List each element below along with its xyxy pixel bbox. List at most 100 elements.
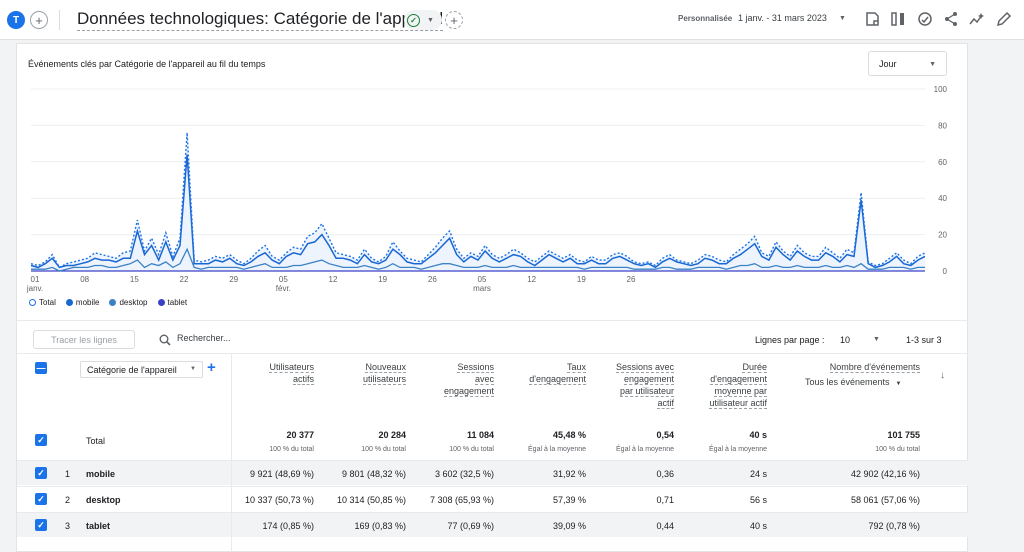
x-tick-label: 05 [478,275,487,284]
table-row[interactable]: ✓ 3 tablet 174 (0,85 %) 169 (0,83 %) 77 (0,69… [17,512,969,538]
table-cell: 9 801 (48,32 %) [341,469,406,479]
add-comparison-button[interactable]: + [30,11,48,29]
table-cell: 792 (0,78 %) [868,521,920,531]
column-divider [231,487,232,512]
table-row[interactable]: ✓ 1 mobile 9 921 (48,69 %) 9 801 (48,32 %) 3 … [17,460,969,486]
y-tick-label: 100 [934,85,948,94]
page-title[interactable]: Données technologiques: Catégorie de l'a… [77,9,444,31]
x-tick-sublabel: févr. [276,284,291,293]
check-circle-icon: ✓ [407,13,420,27]
total-value: 20 284 [378,430,406,440]
x-tick-label: 26 [627,275,636,284]
table-row[interactable]: ✓ 2 desktop 10 337 (50,73 %) 10 314 (50,85 %… [17,486,969,512]
column-header-text: utilisateur actif [709,398,767,409]
table-cell: 24 s [749,469,767,479]
column-header[interactable]: Sessions avec engagement [414,361,494,397]
add-dimension-button[interactable]: + [207,359,216,376]
insights-icon[interactable] [969,11,985,27]
column-header-text: Sessions avec [615,362,674,373]
edit-icon[interactable] [996,11,1012,27]
column-header[interactable]: Taux d'engagement [506,361,586,385]
chart-table-divider [17,320,969,321]
total-checkbox[interactable]: ✓ [35,434,47,446]
legend-item-desktop[interactable]: desktop [109,298,148,307]
total-value: 101 755 [887,430,920,440]
legend-dot-icon [65,299,73,306]
legend-item-tablet[interactable]: tablet [157,298,187,307]
dimension-select[interactable]: Catégorie de l'appareil ▼ [80,361,203,378]
x-tick-label: 26 [428,275,437,284]
total-value: 20 377 [286,430,314,440]
compare-icon[interactable] [890,11,906,27]
table-cell: 174 (0,85 %) [262,521,314,531]
row-checkbox[interactable]: ✓ [35,519,47,531]
column-header-text: avec [474,374,494,385]
column-header[interactable]: Sessions avec engagement par utilisateur ac… [584,361,674,409]
chart-legend: Total mobile desktop tablet [29,298,187,307]
legend-item-total[interactable]: Total [29,298,56,307]
report-status-chip[interactable]: ✓ ▼ [404,10,442,30]
row-checkbox[interactable]: ✓ [35,493,47,505]
row-number: 2 [65,495,71,505]
column-header-text: Durée [742,362,767,373]
sort-arrow-icon[interactable]: ↓ [940,370,945,381]
legend-label: mobile [75,298,100,307]
row-dimension-value: tablet [86,521,111,531]
customize-report-icon[interactable] [864,11,880,27]
legend-item-mobile[interactable]: mobile [65,298,100,307]
event-filter-select[interactable]: Tous les événements ▼ [805,377,902,387]
column-header-text: Taux [566,362,586,373]
y-tick-label: 0 [943,267,948,276]
x-tick-label: 12 [329,275,338,284]
rows-per-page-select[interactable]: 10 [840,335,851,345]
x-tick-label: 22 [180,275,189,284]
granularity-select[interactable]: Jour ▼ [868,51,947,76]
select-all-checkbox[interactable]: — [35,362,47,374]
total-subtext: Égal à la moyenne [528,446,586,453]
chevron-down-icon: ▼ [190,366,196,372]
total-value: 11 084 [466,430,494,440]
chevron-down-icon: ▼ [895,381,902,387]
column-header-text: actifs [292,374,314,385]
chevron-down-icon[interactable]: ▼ [873,336,880,343]
x-tick-label: 19 [577,275,586,284]
chevron-down-icon[interactable]: ▼ [839,15,846,22]
x-tick-label: 15 [130,275,139,284]
column-header-text: moyenne par [714,386,767,397]
date-range-picker[interactable]: 1 janv. - 31 mars 2023 [738,13,827,23]
search-icon [159,334,171,346]
column-header[interactable]: Nombre d'événements [790,361,920,373]
plot-rows-button[interactable]: Tracer les lignes [33,330,135,349]
row-number: 1 [65,469,71,479]
column-header-text: engagement [443,386,494,397]
insights-gauge-icon[interactable] [917,11,933,27]
column-divider [231,513,232,538]
column-header-text: utilisateurs [362,374,406,385]
total-subtext: 100 % du total [269,446,314,453]
granularity-value: Jour [879,59,897,69]
total-value: 45,48 % [552,430,586,440]
share-icon[interactable] [943,11,959,27]
total-area [31,132,925,271]
x-tick-label: 08 [80,275,89,284]
table-cell: 39,09 % [552,521,586,531]
table-cell: 57,39 % [552,495,586,505]
table-cell: 56 s [749,495,767,505]
table-top-border [17,353,969,354]
column-header[interactable]: Utilisateurs actifs [234,361,314,385]
column-header[interactable]: Nouveaux utilisateurs [326,361,406,385]
row-dimension-value: mobile [86,469,116,479]
y-tick-label: 20 [938,231,947,240]
total-subtext: 100 % du total [875,446,920,453]
column-header-text: engagement [623,374,674,385]
total-label: Total [86,436,106,446]
account-avatar[interactable]: T [7,11,25,29]
add-filter-button[interactable]: + [445,11,463,29]
column-header[interactable]: Durée d'engagement moyenne par utilisateur … [677,361,767,409]
table-cell: 42 902 (42,16 %) [850,469,920,479]
search-input[interactable] [177,333,377,343]
x-tick-label: 19 [378,275,387,284]
column-header-text: par utilisateur [619,386,674,397]
row-checkbox[interactable]: ✓ [35,467,47,479]
x-tick-sublabel: janv. [26,284,43,293]
